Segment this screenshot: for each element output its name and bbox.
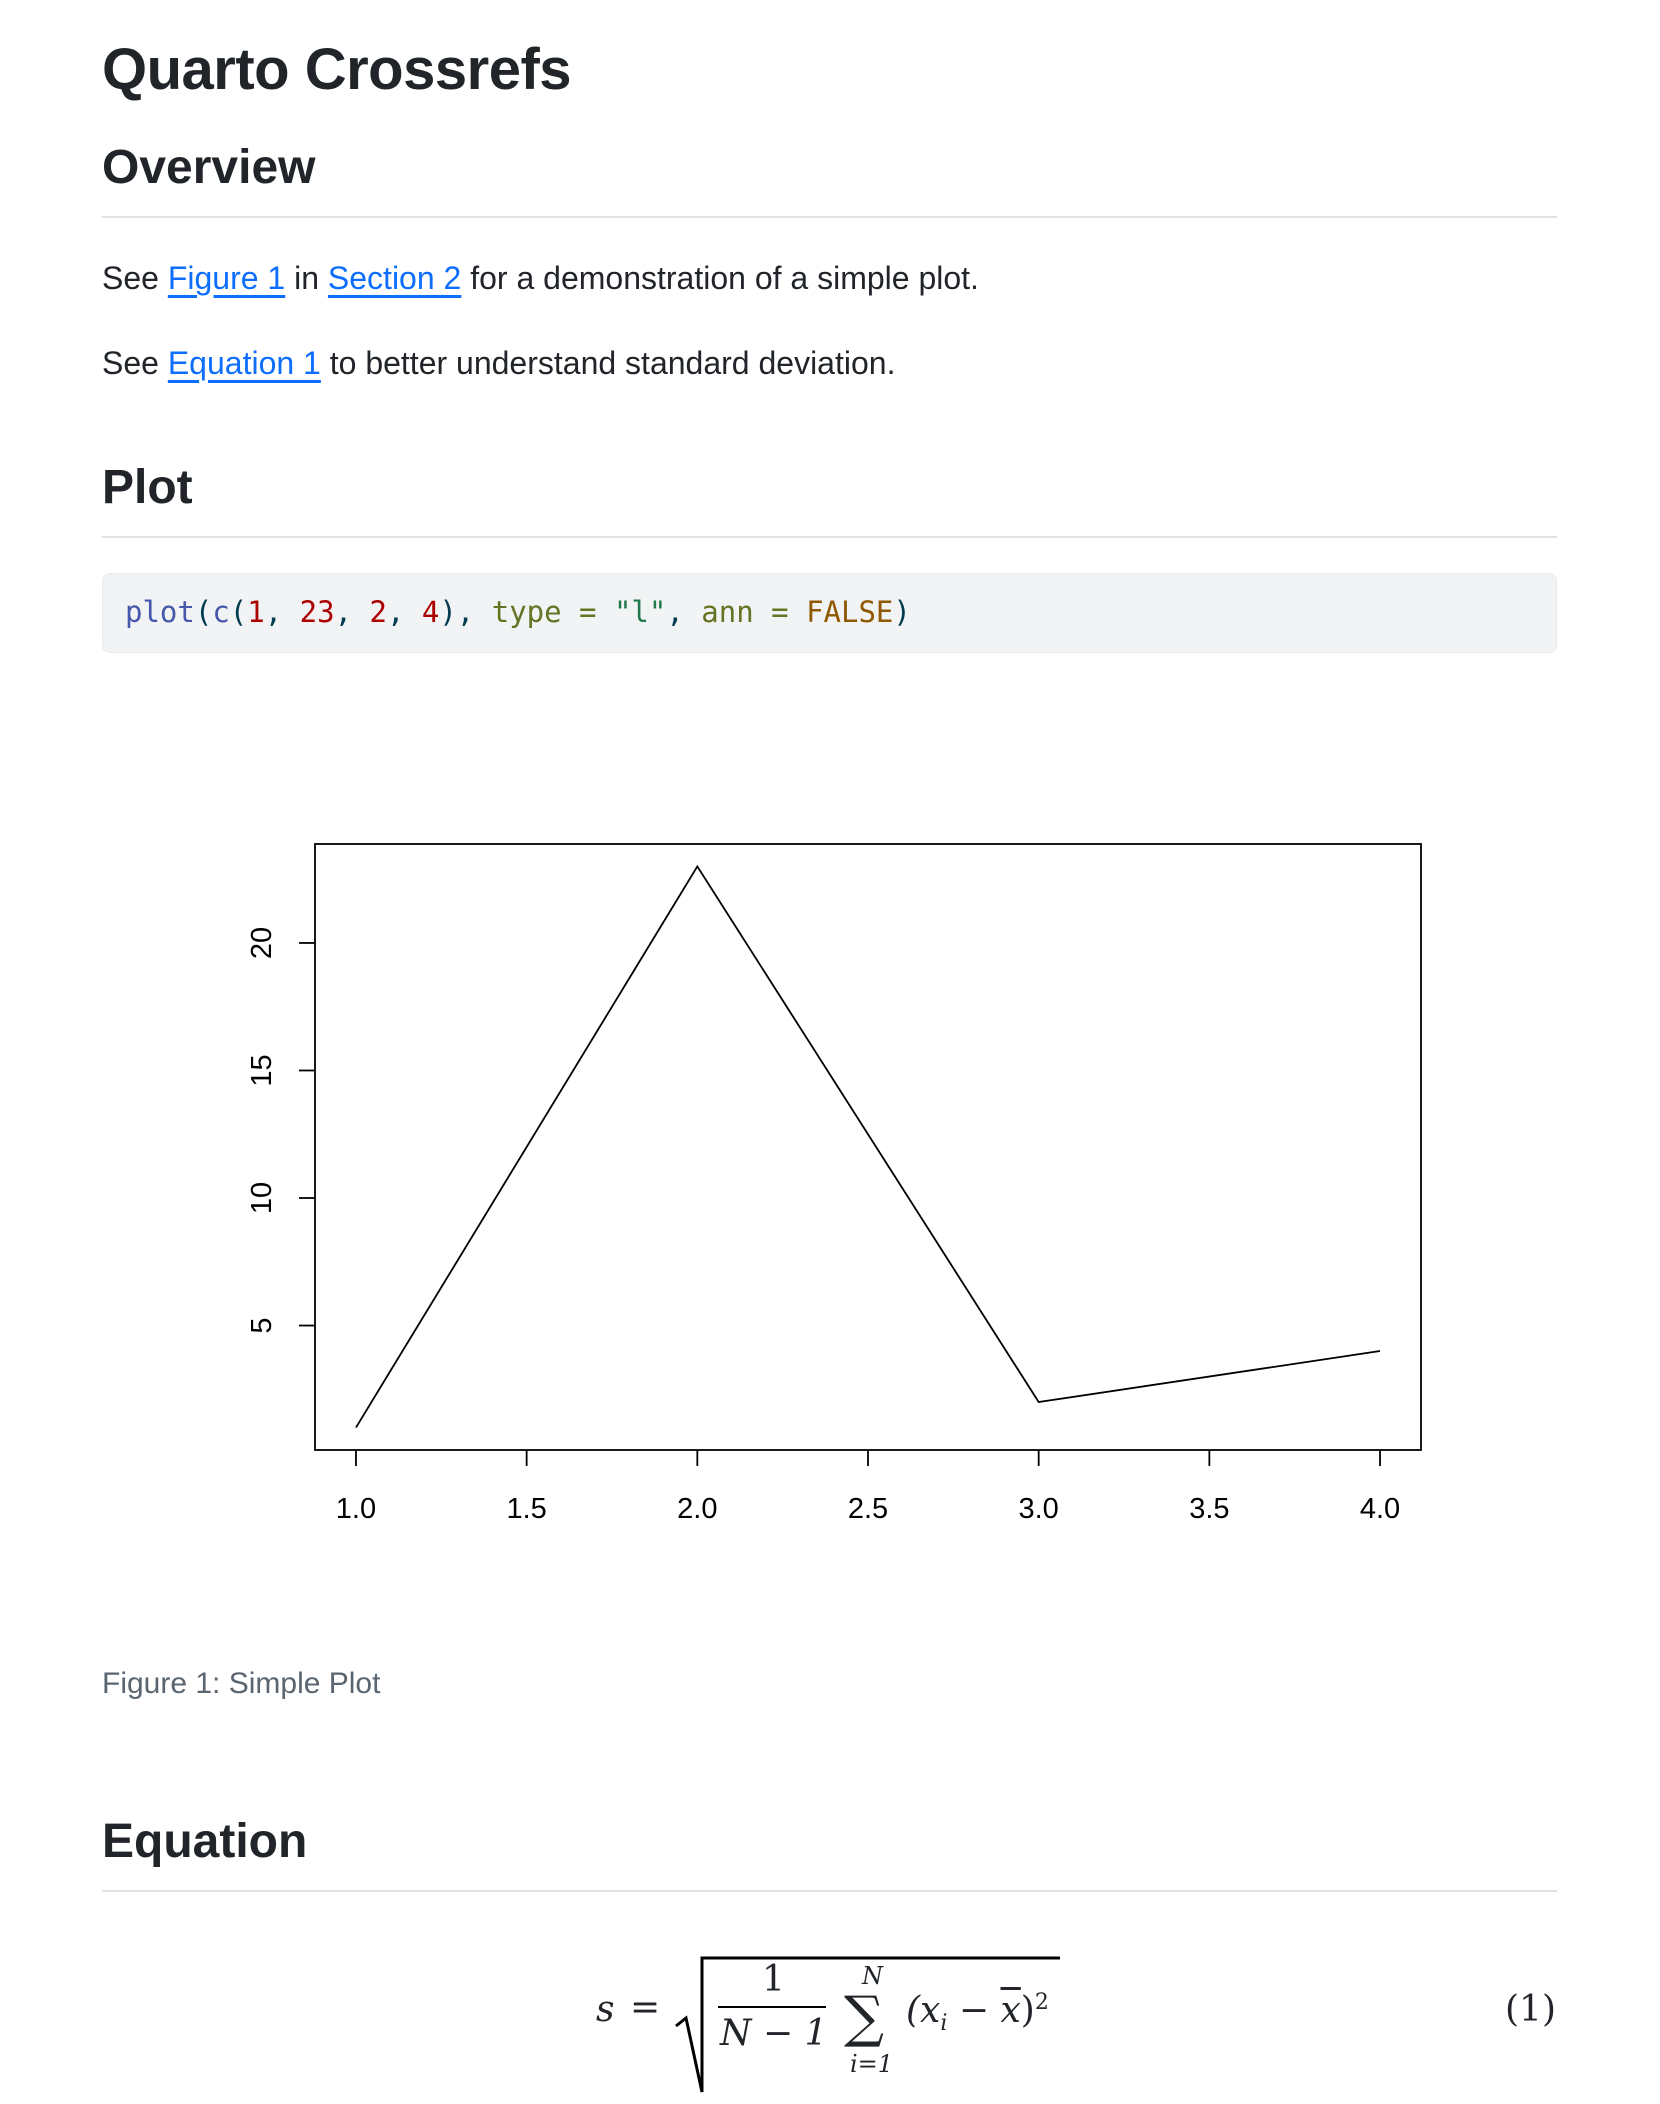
text: See [102, 260, 168, 296]
x-tick-label: 2.5 [848, 1493, 888, 1525]
x-tick-label: 1.0 [336, 1493, 376, 1525]
equation-1-link[interactable]: Equation 1 [167, 345, 321, 381]
code-number: 2 [369, 595, 387, 629]
eq-numerator: 1 [762, 1959, 785, 2000]
code-block: plot(c(1, 23, 2, 4), type = "l", ann = F… [102, 573, 1557, 653]
text: in [285, 260, 328, 296]
code-line: plot(c(1, 23, 2, 4), type = "l", ann = F… [125, 595, 911, 629]
eq-denominator: N − 1 [720, 2013, 828, 2054]
figure-caption: Figure 1: Simple Plot [102, 1667, 381, 1700]
eq-xbar: x [1000, 1990, 1021, 2031]
eq-sum-upper: N [862, 1962, 883, 1990]
eq-power: 2 [1034, 1990, 1049, 2015]
eq-body: (xi − x)2 [906, 1992, 1049, 2035]
code-arg: ann [701, 595, 754, 629]
line-chart: 1.0 1.5 2.0 2.5 3.0 3.5 4.0 5 10 15 20 [246, 843, 1422, 1525]
section-heading-plot: Plot [102, 461, 193, 514]
section-2-link[interactable]: Section 2 [327, 260, 462, 296]
code-fn: plot [125, 595, 195, 629]
code-number: 4 [421, 595, 440, 629]
x-tick-label: 3.5 [1189, 1493, 1229, 1525]
eq-lhs: s [596, 1989, 615, 2030]
eq-x: (x [906, 1990, 941, 2031]
code-number: 1 [247, 595, 265, 629]
sqrt-sign [675, 1956, 1060, 2093]
equation-display: s = 1 N − 1 N ∑ i=1 (xi − x)2 (1) [0, 1920, 1660, 2100]
text: to better understand standard deviation. [320, 345, 896, 381]
page-title: Quarto Crossrefs [102, 37, 572, 102]
code-arg: type [491, 595, 562, 629]
eq-sum-lower: i=1 [850, 2050, 894, 2078]
code-string: "l" [613, 595, 667, 629]
section-heading-equation: Equation [102, 1815, 308, 1868]
section-heading-overview: Overview [102, 141, 316, 194]
x-tick-label: 4.0 [1360, 1493, 1400, 1525]
x-tick-label: 1.5 [506, 1493, 546, 1525]
x-tick-label: 2.0 [677, 1493, 717, 1525]
plot-frame [314, 843, 1422, 1451]
y-tick-label: 5 [246, 1317, 278, 1333]
eq-equals: = [630, 1987, 661, 2028]
text: for a demonstration of a simple plot. [461, 260, 979, 296]
code-constant: FALSE [806, 595, 894, 629]
fraction-bar [718, 2006, 826, 2008]
eq-close: ) [1020, 1990, 1035, 2031]
eq-subscript: i [940, 2011, 948, 2037]
y-tick-label: 15 [246, 1054, 278, 1086]
figure-1-link[interactable]: Figure 1 [167, 260, 286, 296]
code-fn: c [212, 595, 230, 629]
text: See [102, 345, 168, 381]
equation-number: (1) [1505, 1989, 1556, 2030]
x-tick-label: 3.0 [1019, 1493, 1059, 1525]
y-tick-label: 20 [246, 927, 278, 959]
eq-minus: − [947, 1990, 1001, 2031]
code-number: 23 [299, 595, 335, 629]
data-line [355, 864, 1381, 1429]
sum-symbol: ∑ [844, 1985, 884, 2050]
y-tick-label: 10 [246, 1182, 278, 1214]
divider [102, 536, 1557, 538]
overview-paragraph-1: See Figure 1 in Section 2 for a demonstr… [102, 258, 979, 298]
divider [102, 1890, 1557, 1892]
overview-paragraph-2: See Equation 1 to better understand stan… [102, 343, 895, 383]
divider [102, 216, 1557, 218]
